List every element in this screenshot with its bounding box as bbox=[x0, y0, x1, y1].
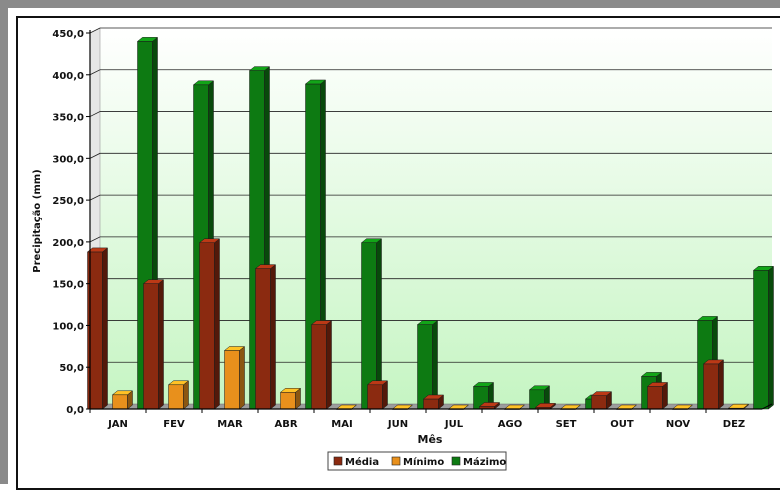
legend-label-Mínimo: Mínimo bbox=[403, 456, 444, 468]
y-tick-label: 300,0 bbox=[52, 154, 84, 165]
gridline bbox=[89, 194, 772, 201]
x-tick-label: JUN bbox=[387, 419, 408, 430]
bars bbox=[86, 36, 775, 410]
x-tick-label: SET bbox=[556, 419, 577, 430]
bar-Média-ABR bbox=[254, 264, 277, 410]
bar-Média-OUT bbox=[590, 391, 613, 410]
x-tick-label: FEV bbox=[163, 419, 185, 430]
y-tick-label: 100,0 bbox=[52, 321, 84, 332]
gridline bbox=[89, 69, 772, 76]
bar-Média-FEV bbox=[142, 279, 165, 410]
bar-Mázimo-DEZ bbox=[752, 265, 775, 410]
y-tick-label: 200,0 bbox=[52, 238, 84, 249]
x-tick-label: MAR bbox=[217, 419, 243, 430]
legend-label-Mázimo: Mázimo bbox=[463, 456, 506, 468]
x-tick-label: NOV bbox=[666, 419, 691, 430]
bar-Média-JAN bbox=[86, 247, 109, 410]
bar-Média-AGO bbox=[478, 401, 501, 410]
x-tick-labels: JAN FEV MAR ABR MAI JUN JUL AGO SET OUT NOV DEZ bbox=[107, 419, 745, 430]
bar-Mázimo-JUN bbox=[416, 320, 439, 410]
x-tick-label: DEZ bbox=[723, 419, 745, 430]
bar-Mínimo-MAR bbox=[223, 345, 246, 410]
legend-swatch-Média bbox=[333, 456, 343, 466]
bar-Mázimo-MAI bbox=[360, 238, 383, 410]
x-tick-label: JAN bbox=[107, 419, 128, 430]
bar-Média-MAR bbox=[198, 238, 221, 410]
y-tick-label: 450,0 bbox=[52, 29, 84, 40]
floor-edge-line bbox=[761, 403, 773, 410]
bar-Mínimo-ABR bbox=[279, 387, 302, 410]
legend-swatch-Mázimo bbox=[451, 456, 461, 466]
y-axis-title: Precipitação (mm) bbox=[32, 169, 43, 273]
y-tick-label: 0,0 bbox=[66, 405, 84, 416]
y-tick-label: 50,0 bbox=[59, 363, 84, 374]
legend-label-Média: Média bbox=[345, 456, 379, 468]
y-tick-label: 150,0 bbox=[52, 280, 84, 291]
gridline bbox=[89, 152, 772, 159]
gridline bbox=[89, 236, 772, 243]
x-tick-label: AGO bbox=[498, 419, 522, 430]
axes bbox=[86, 30, 773, 413]
gridline bbox=[89, 27, 772, 34]
x-tick-label: JUL bbox=[444, 419, 464, 430]
x-tick-label: MAI bbox=[331, 419, 352, 430]
bar-Média-JUL bbox=[422, 394, 445, 410]
bar-Média-NOV bbox=[646, 381, 669, 410]
y-tick-label: 350,0 bbox=[52, 113, 84, 124]
gridline bbox=[89, 111, 772, 117]
bar-Mínimo-FEV bbox=[167, 380, 190, 410]
legend-box bbox=[327, 451, 507, 471]
bar-Mínimo-JAN bbox=[111, 390, 134, 410]
y-tick-label: 250,0 bbox=[52, 196, 84, 207]
x-tick-label: ABR bbox=[274, 419, 297, 430]
bar-Média-DEZ bbox=[702, 359, 725, 410]
legend: Média Mínimo Mázimo bbox=[327, 451, 507, 471]
bar-Média-MAI bbox=[310, 320, 333, 410]
legend-swatch-Mínimo bbox=[391, 456, 401, 466]
y-tick-labels: 0,0 50,0 100,0 150,0 200,0 250,0 300,0 350,0 400… bbox=[52, 29, 84, 416]
y-tick-label: 400,0 bbox=[52, 71, 84, 82]
x-tick-label: OUT bbox=[610, 419, 634, 430]
bar-Média-JUN bbox=[366, 380, 389, 410]
x-axis-title: Mês bbox=[418, 433, 443, 446]
